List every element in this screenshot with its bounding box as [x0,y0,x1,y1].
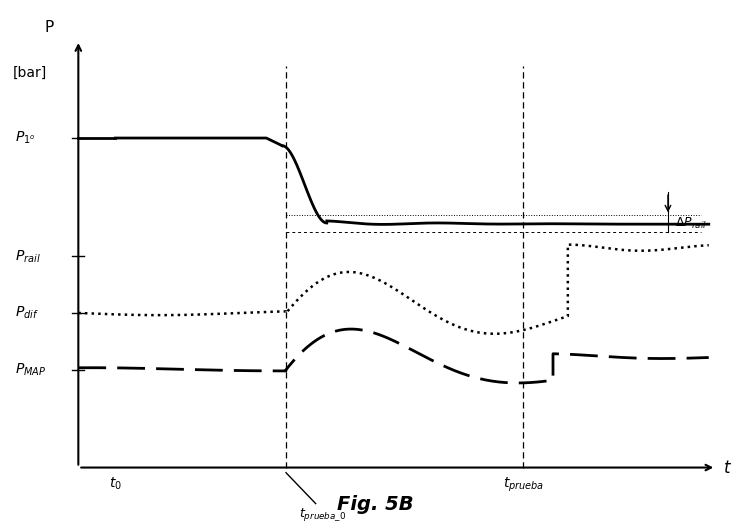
Text: $t_0$: $t_0$ [109,475,122,492]
Text: Fig. 5B: Fig. 5B [337,495,413,514]
Text: $P_{MAP}$: $P_{MAP}$ [15,361,46,378]
Text: $P_{rail}$: $P_{rail}$ [15,248,41,264]
Text: P: P [44,20,53,35]
Text: $P_{dif}$: $P_{dif}$ [15,305,39,321]
Text: $\Delta P_{rail}$: $\Delta P_{rail}$ [675,216,707,231]
Text: $t_{prueba}$: $t_{prueba}$ [503,475,544,493]
Text: $P_{1^o}$: $P_{1^o}$ [15,130,36,146]
Text: $t_{prueba\_0}$: $t_{prueba\_0}$ [299,506,346,523]
Text: t: t [724,458,730,476]
Text: [bar]: [bar] [13,66,47,80]
